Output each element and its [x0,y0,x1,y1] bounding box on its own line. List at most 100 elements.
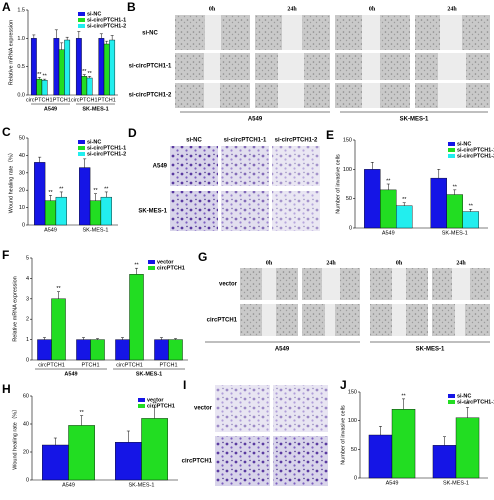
x-tick-label: A549 [44,227,57,233]
y-tick-label: 100 [343,167,352,173]
y-axis-label: Relative mRNA expression [12,276,18,341]
group-label: A549 [44,106,57,112]
legend-label: si-circPTCH1-2 [457,153,494,159]
y-axis-label: Number of invasive cells [335,154,341,214]
x-tick-label: PTCH1 [98,97,116,103]
legend-swatch [78,24,85,28]
legend-swatch [78,146,85,150]
bar [396,205,413,229]
bar [115,339,130,361]
panel-letter: G [198,250,207,264]
group-label: SK-MES-1 [82,106,108,112]
y-tick-label: 30 [19,170,25,176]
group-label: A549 [64,371,77,377]
x-tick-label: SK-MES-1 [443,480,469,486]
column-label: si-NC [186,138,202,144]
panel-letter: A [2,0,11,14]
bar [364,169,381,229]
legend-swatch [138,404,145,408]
bar [391,409,416,479]
legend-label: si-circPTCH1-1 [87,17,126,23]
column-label: si-circPTCH1-2 [275,138,318,144]
significance: ** [465,402,470,408]
legend-label: vector [147,397,164,403]
y-tick-label: 100 [348,418,357,424]
x-tick-label: circPTCH1 [71,97,98,103]
legend-swatch [148,266,155,270]
legend-label: si-circPTCH1-2 [87,23,126,29]
bar [64,39,71,96]
legend-swatch [448,394,455,398]
bar [90,339,105,361]
column-label: 24h [326,260,336,266]
bar [79,167,91,226]
wound-grid-b [175,15,490,113]
bar [430,177,447,229]
x-tick-label: circPTCH1 [38,362,65,368]
bar [81,76,88,96]
bar [432,445,457,479]
bar [368,434,393,479]
row-label: si-circPTCH1-2 [129,93,172,99]
x-tick-label: PTCH1 [53,97,71,103]
legend-swatch [448,142,455,146]
significance: ** [59,186,64,192]
bar [86,77,93,96]
bar [30,38,37,96]
row-label: vector [219,282,238,288]
y-tick-label: 50 [346,196,352,202]
legend-label: circPTCH1 [157,265,185,271]
group-label: SK-MES-1 [400,117,429,123]
bar [76,339,91,361]
legend-label: vector [157,259,174,265]
legend-swatch [78,12,85,16]
x-tick-label: A549 [62,482,75,488]
legend-label: circPTCH1 [147,403,175,409]
legend-swatch [448,400,455,404]
column-label: 0h [396,260,403,266]
legend-label: si-circPTCH1-1 [457,147,494,153]
legend-label: si-NC [457,141,471,147]
legend-label: si-NC [87,139,101,145]
y-tick-label: 20 [23,449,29,455]
x-tick-label: circPTCH1 [26,97,53,103]
legend-label: si-NC [87,11,101,17]
group-label: SK-MES-1 [416,347,445,353]
y-tick-label: 20 [19,188,25,194]
bar [44,200,57,226]
significance: ** [402,197,407,203]
significance: ** [56,286,61,292]
bar [455,417,480,479]
y-tick-label: 5 [26,255,29,261]
column-label: 0h [369,6,376,12]
row-label: circPTCH1 [207,318,238,324]
bar [103,43,110,96]
y-tick-label: 0 [22,222,25,228]
panel-letter: H [2,382,11,396]
bar [168,339,183,361]
bar [100,196,112,226]
bar [115,442,142,481]
column-label: 0h [209,6,216,12]
row-label: si-NC [142,31,158,37]
legend-swatch [448,154,455,158]
row-label: vector [194,406,213,412]
row-label: si-circPTCH1-1 [129,64,172,70]
group-label: A549 [275,347,290,353]
legend-swatch [148,260,155,264]
significance: ** [401,393,406,399]
legend-swatch [78,140,85,144]
bar [75,38,82,96]
bar [89,200,102,226]
significance: ** [469,204,474,210]
legend-label: si-circPTCH1-1 [457,399,494,405]
panel-letter: I [183,378,186,392]
row-label: circPTCH1 [182,459,213,465]
significance: ** [453,184,458,190]
bar [462,211,479,229]
legend-label: si-circPTCH1-1 [87,145,126,151]
y-tick-label: 50 [351,447,357,453]
bar [98,38,105,96]
significance: ** [104,186,109,192]
y-tick-label: 0 [354,475,357,481]
